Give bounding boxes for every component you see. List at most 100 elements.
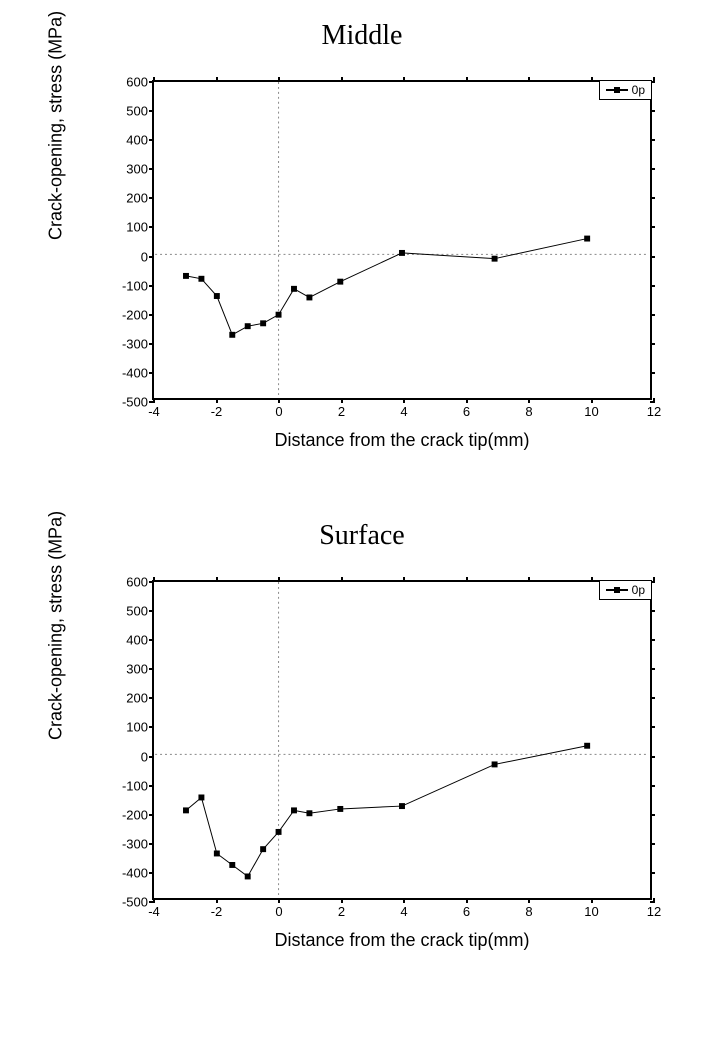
series-marker — [399, 803, 405, 809]
x-tick-label: 6 — [463, 404, 470, 419]
series-marker — [229, 332, 235, 338]
series-marker — [214, 851, 220, 857]
plot-svg — [154, 582, 650, 898]
x-tick-mark — [153, 398, 155, 403]
y-tick-mark — [650, 872, 655, 874]
x-tick-label: 0 — [275, 404, 282, 419]
series-marker — [183, 273, 189, 279]
y-tick-label: 300 — [126, 662, 148, 677]
chart-area: Crack-opening, stress (MPa)Distance from… — [42, 60, 682, 480]
series-marker — [245, 323, 251, 329]
x-tick-label: 4 — [400, 404, 407, 419]
series-marker — [492, 761, 498, 767]
x-tick-label: 12 — [647, 904, 661, 919]
x-tick-mark — [653, 898, 655, 903]
x-axis-label: Distance from the crack tip(mm) — [152, 430, 652, 451]
y-tick-label: 500 — [126, 604, 148, 619]
x-tick-mark — [591, 898, 593, 903]
y-tick-label: -400 — [122, 865, 148, 880]
series-line — [186, 746, 587, 877]
y-tick-mark — [650, 256, 655, 258]
y-tick-label: 200 — [126, 191, 148, 206]
series-marker — [183, 807, 189, 813]
y-tick-mark — [650, 372, 655, 374]
y-tick-label: -500 — [122, 395, 148, 410]
x-tick-mark — [653, 398, 655, 403]
x-tick-mark — [278, 398, 280, 403]
x-axis-label: Distance from the crack tip(mm) — [152, 930, 652, 951]
x-tick-mark — [278, 898, 280, 903]
y-tick-mark — [650, 785, 655, 787]
chart-title: Surface — [20, 520, 704, 552]
x-tick-mark — [216, 398, 218, 403]
x-tick-mark — [403, 898, 405, 903]
x-tick-mark — [653, 577, 655, 582]
x-tick-mark — [341, 898, 343, 903]
y-tick-mark — [650, 814, 655, 816]
x-tick-label: -4 — [148, 904, 160, 919]
x-tick-label: 0 — [275, 904, 282, 919]
series-marker — [198, 794, 204, 800]
plot-box: -500-400-300-200-1000100200300400500600-… — [152, 80, 652, 400]
y-tick-label: -300 — [122, 336, 148, 351]
y-tick-label: 0 — [141, 249, 148, 264]
x-tick-label: 2 — [338, 404, 345, 419]
legend-line-icon — [606, 89, 628, 91]
chart-surface: SurfaceCrack-opening, stress (MPa)Distan… — [20, 520, 704, 980]
x-tick-mark — [153, 898, 155, 903]
y-axis-label: Crack-opening, stress (MPa) — [46, 11, 67, 240]
series-marker — [584, 236, 590, 242]
x-tick-label: 4 — [400, 904, 407, 919]
y-tick-label: 100 — [126, 720, 148, 735]
y-tick-mark — [650, 610, 655, 612]
y-tick-label: -500 — [122, 895, 148, 910]
y-tick-label: -100 — [122, 778, 148, 793]
series-marker — [492, 256, 498, 262]
chart-middle: MiddleCrack-opening, stress (MPa)Distanc… — [20, 20, 704, 480]
x-tick-label: 8 — [525, 904, 532, 919]
y-tick-label: 600 — [126, 575, 148, 590]
x-tick-mark — [466, 898, 468, 903]
legend-line-icon — [606, 589, 628, 591]
series-marker — [214, 293, 220, 299]
y-tick-label: -200 — [122, 307, 148, 322]
y-tick-mark — [650, 197, 655, 199]
series-marker — [399, 250, 405, 256]
series-marker — [260, 846, 266, 852]
series-marker — [291, 286, 297, 292]
legend: 0p — [599, 80, 652, 100]
y-tick-mark — [650, 756, 655, 758]
y-tick-label: 400 — [126, 633, 148, 648]
legend-marker-icon — [614, 87, 620, 93]
series-marker — [260, 320, 266, 326]
x-tick-label: 12 — [647, 404, 661, 419]
x-tick-label: -4 — [148, 404, 160, 419]
y-axis-label: Crack-opening, stress (MPa) — [46, 511, 67, 740]
series-marker — [276, 312, 282, 318]
plot-box: -500-400-300-200-1000100200300400500600-… — [152, 580, 652, 900]
series-marker — [584, 743, 590, 749]
series-line — [186, 239, 587, 335]
y-tick-label: -200 — [122, 807, 148, 822]
series-marker — [291, 807, 297, 813]
x-tick-mark — [403, 398, 405, 403]
legend-marker-icon — [614, 587, 620, 593]
series-marker — [229, 862, 235, 868]
x-tick-label: 2 — [338, 904, 345, 919]
y-tick-label: 100 — [126, 220, 148, 235]
x-tick-mark — [591, 398, 593, 403]
x-tick-label: -2 — [211, 904, 223, 919]
x-tick-label: -2 — [211, 404, 223, 419]
y-tick-label: 300 — [126, 162, 148, 177]
y-tick-mark — [650, 843, 655, 845]
y-tick-label: 0 — [141, 749, 148, 764]
x-tick-mark — [528, 898, 530, 903]
y-tick-mark — [650, 639, 655, 641]
plot-svg — [154, 82, 650, 398]
x-tick-label: 10 — [584, 404, 598, 419]
y-tick-mark — [650, 168, 655, 170]
series-marker — [198, 276, 204, 282]
series-marker — [306, 810, 312, 816]
x-tick-mark — [653, 77, 655, 82]
y-tick-label: -400 — [122, 365, 148, 380]
